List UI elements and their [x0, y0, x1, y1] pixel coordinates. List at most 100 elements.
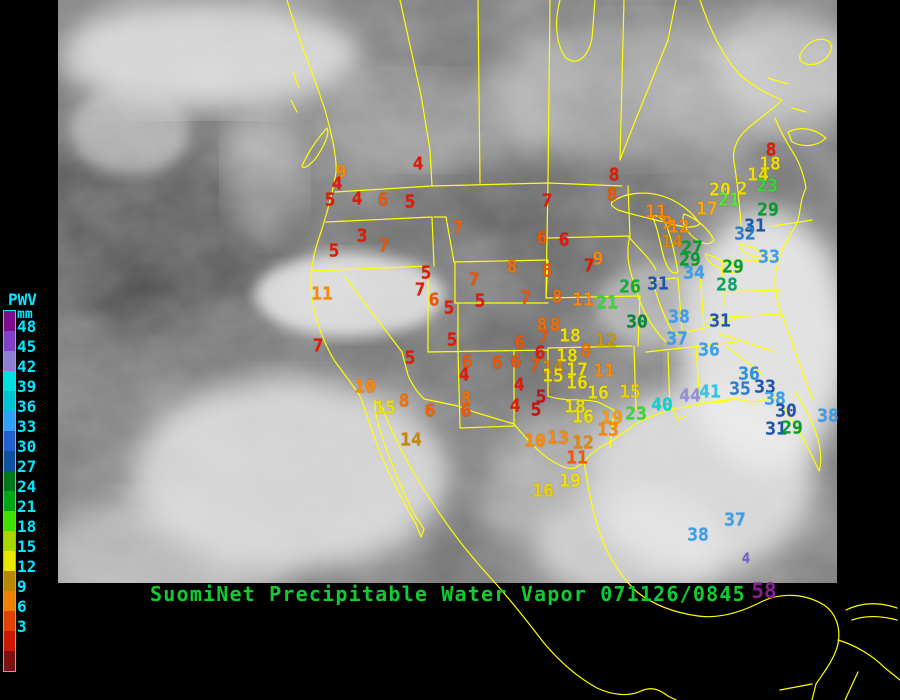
station-value: 23: [756, 175, 778, 197]
station-value: 31: [647, 273, 669, 295]
station-value: 16: [566, 372, 588, 394]
station-value: 6: [424, 400, 436, 422]
station-value: 17: [566, 359, 588, 381]
station-value: 9: [592, 248, 604, 270]
legend-segment: [4, 351, 15, 371]
station-value: 41: [699, 381, 721, 403]
station-value: 5: [404, 347, 416, 369]
station-value: 12: [595, 330, 617, 352]
cuba-outline: [845, 603, 898, 621]
station-value: 5: [535, 386, 547, 408]
station-value: 12: [668, 216, 690, 238]
station-value: 36: [738, 363, 760, 385]
mexico-border: [423, 398, 585, 470]
station-value: 23: [625, 403, 647, 425]
station-value: 5: [446, 329, 458, 351]
station-value: 8: [606, 184, 618, 206]
station-value: 4: [509, 395, 521, 417]
legend-segment: [4, 431, 15, 451]
station-value: 7: [452, 217, 464, 239]
station-value: 6: [491, 352, 503, 374]
legend-tick-label: 9: [17, 577, 27, 596]
legend-segment: [4, 411, 15, 431]
station-value: 8: [398, 390, 410, 412]
station-value: 7: [520, 287, 532, 309]
station-value: 35: [729, 378, 751, 400]
station-value: 6: [461, 351, 473, 373]
station-value: 26: [619, 276, 641, 298]
station-value: 16: [587, 382, 609, 404]
station-value: 2: [736, 178, 748, 200]
station-value: 10: [354, 376, 376, 398]
legend-tick-label: 48: [17, 317, 37, 336]
station-value: 9: [661, 212, 673, 234]
legend-segment: [4, 331, 15, 351]
station-value: 7: [468, 269, 480, 291]
station-value: 15: [542, 365, 564, 387]
station-value: 36: [698, 339, 720, 361]
station-value: 15: [374, 397, 396, 419]
station-value: 32: [734, 223, 756, 245]
legend-tick-label: 18: [17, 517, 37, 536]
station-value: 6: [534, 342, 546, 364]
station-value: 7: [312, 335, 324, 357]
station-value: 19: [601, 407, 623, 429]
legend-segment: [4, 631, 15, 651]
legend-title: PWV: [8, 290, 37, 309]
legend-bar: [3, 310, 16, 672]
vancouver-island: [290, 71, 329, 169]
station-value: 34: [683, 262, 705, 284]
station-value: 33: [758, 246, 780, 268]
station-value: 15: [619, 381, 641, 403]
legend-segment: [4, 391, 15, 411]
station-value: 8: [460, 388, 472, 410]
legend-segment: [4, 371, 15, 391]
station-value: 11: [593, 360, 615, 382]
station-value: 7: [538, 326, 550, 348]
james-bay: [556, 0, 596, 62]
legend-segment: [4, 491, 15, 511]
station-value: 21: [596, 292, 618, 314]
station-value: 6: [536, 227, 548, 249]
lake-huron: [682, 213, 715, 245]
station-value: 33: [754, 376, 776, 398]
station-value: 4: [741, 551, 751, 567]
station-value: 20: [709, 179, 731, 201]
station-value: 44: [679, 385, 701, 407]
station-value: 37: [724, 509, 746, 531]
legend-tick-label: 6: [17, 597, 27, 616]
legend-tick-label: 15: [17, 537, 37, 556]
legend-segment: [4, 611, 15, 631]
legend-segment: [4, 311, 15, 331]
station-value: 11: [566, 447, 588, 469]
station-value: 6: [460, 400, 472, 422]
newfoundland: [767, 38, 832, 113]
station-value: 8: [765, 139, 777, 161]
station-value: 8: [536, 314, 548, 336]
station-value: 28: [716, 274, 738, 296]
station-value: 5: [474, 290, 486, 312]
station-value: 9: [335, 161, 347, 183]
legend-segment: [4, 651, 15, 671]
legend-tick-label: 39: [17, 377, 37, 396]
station-value: 6: [541, 260, 553, 282]
us-canada-border: [334, 182, 623, 193]
st-lawrence: [699, 0, 783, 237]
station-value: 5: [328, 240, 340, 262]
station-value: 11: [645, 201, 667, 223]
legend-tick-label: 24: [17, 477, 37, 496]
station-value: 4: [513, 374, 525, 396]
station-value: 58: [751, 579, 777, 603]
station-value: 31: [709, 310, 731, 332]
station-value: 29: [722, 256, 744, 278]
station-value: 7: [529, 355, 541, 377]
map-outlines: [286, 0, 900, 700]
legend-tick-label: 27: [17, 457, 37, 476]
legend-segment: [4, 511, 15, 531]
station-value: 30: [775, 400, 797, 422]
lake-michigan: [651, 215, 679, 274]
station-value: 7: [583, 255, 595, 277]
province-borders: [399, 0, 677, 187]
